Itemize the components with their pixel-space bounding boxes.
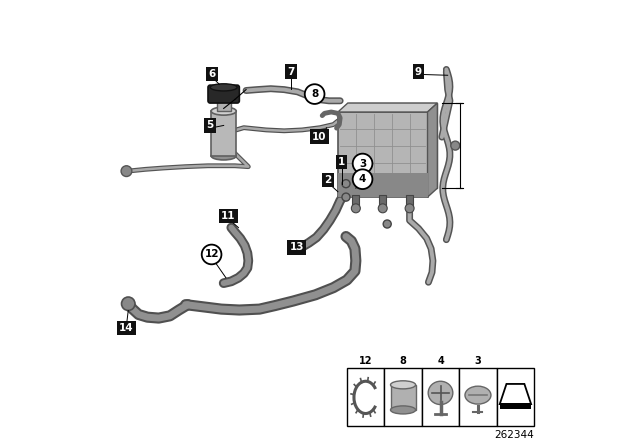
Circle shape bbox=[305, 84, 324, 104]
Polygon shape bbox=[338, 103, 437, 112]
Text: 12: 12 bbox=[204, 250, 219, 259]
Text: 11: 11 bbox=[221, 211, 236, 221]
Circle shape bbox=[342, 193, 350, 201]
Text: 13: 13 bbox=[289, 242, 304, 252]
Bar bbox=[216, 100, 231, 111]
Circle shape bbox=[342, 180, 350, 188]
Text: 6: 6 bbox=[208, 69, 215, 79]
Text: 5: 5 bbox=[207, 121, 214, 130]
Circle shape bbox=[351, 204, 360, 213]
Text: 3: 3 bbox=[475, 356, 481, 366]
Bar bbox=[347, 368, 385, 426]
Polygon shape bbox=[428, 103, 437, 197]
Text: 262344: 262344 bbox=[494, 430, 534, 440]
Ellipse shape bbox=[390, 381, 415, 389]
Bar bbox=[348, 103, 437, 188]
Circle shape bbox=[353, 169, 372, 189]
Text: 10: 10 bbox=[312, 132, 326, 142]
Ellipse shape bbox=[390, 406, 415, 414]
Text: 1: 1 bbox=[338, 157, 345, 167]
Circle shape bbox=[353, 154, 372, 173]
Circle shape bbox=[202, 245, 221, 264]
Bar bbox=[379, 195, 387, 208]
Text: 7: 7 bbox=[287, 67, 294, 77]
Bar bbox=[500, 403, 531, 409]
Bar bbox=[422, 368, 460, 426]
Ellipse shape bbox=[465, 386, 491, 404]
Text: 9: 9 bbox=[415, 67, 422, 77]
Bar bbox=[390, 385, 415, 410]
Text: 4: 4 bbox=[437, 356, 444, 366]
Bar bbox=[497, 368, 534, 426]
Bar bbox=[385, 368, 422, 426]
Bar bbox=[338, 112, 428, 197]
Circle shape bbox=[122, 297, 135, 310]
Polygon shape bbox=[500, 384, 531, 404]
Text: 3: 3 bbox=[359, 159, 366, 168]
Circle shape bbox=[383, 220, 391, 228]
Bar bbox=[460, 368, 497, 426]
FancyBboxPatch shape bbox=[208, 85, 239, 103]
Text: 4: 4 bbox=[359, 174, 366, 184]
Ellipse shape bbox=[210, 84, 237, 91]
Bar bbox=[352, 195, 360, 208]
Ellipse shape bbox=[428, 381, 453, 405]
Ellipse shape bbox=[211, 152, 236, 160]
Bar bbox=[211, 111, 236, 156]
Bar bbox=[406, 195, 413, 208]
Circle shape bbox=[451, 141, 460, 150]
Text: 12: 12 bbox=[359, 356, 372, 366]
Text: 2: 2 bbox=[324, 175, 332, 185]
Ellipse shape bbox=[211, 107, 236, 115]
Circle shape bbox=[121, 166, 132, 177]
Text: 14: 14 bbox=[119, 323, 134, 333]
Text: 8: 8 bbox=[399, 356, 406, 366]
Bar bbox=[338, 173, 428, 197]
Circle shape bbox=[405, 204, 414, 213]
Text: 8: 8 bbox=[311, 89, 318, 99]
Circle shape bbox=[378, 204, 387, 213]
